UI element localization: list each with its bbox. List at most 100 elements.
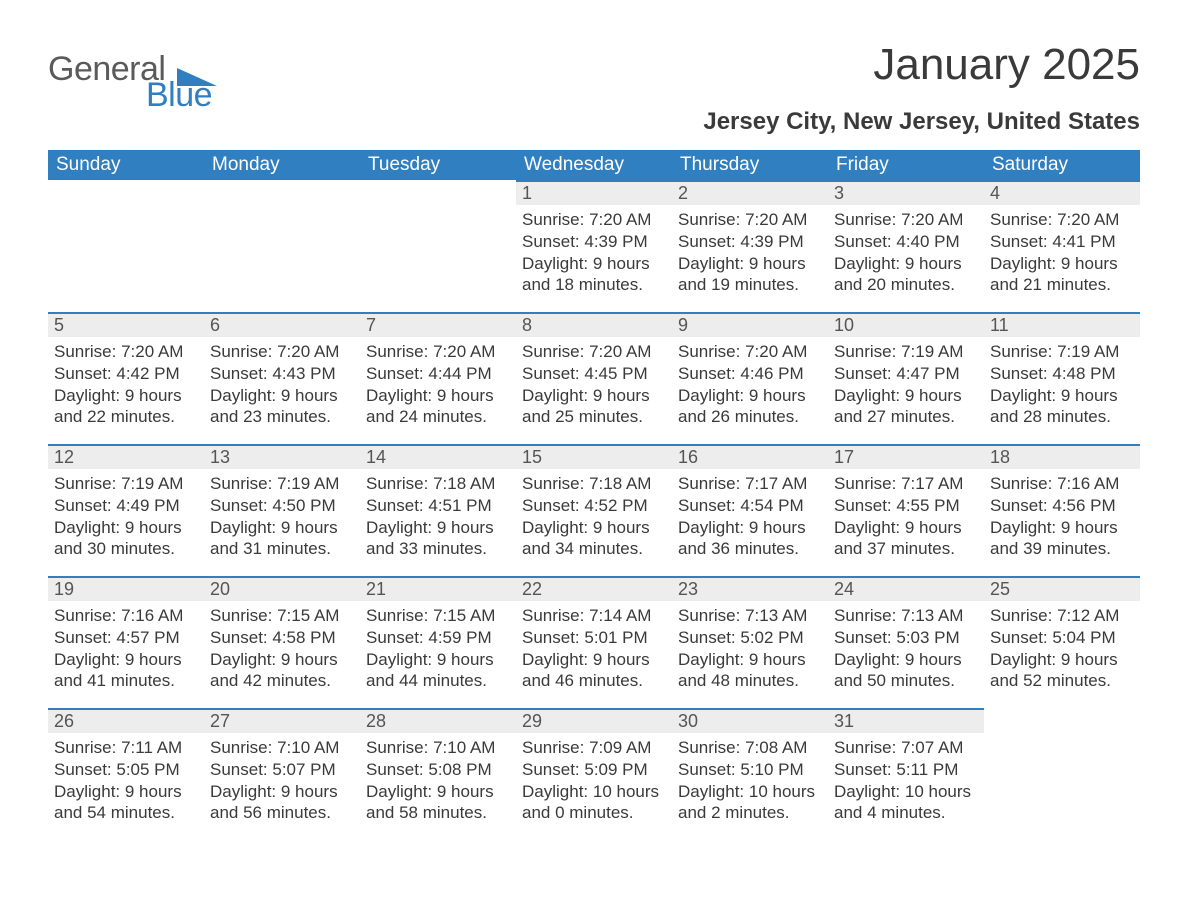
day-number: 24 <box>834 579 854 599</box>
sunrise-line: Sunrise: 7:19 AM <box>990 341 1134 363</box>
day-body: Sunrise: 7:12 AMSunset: 5:04 PMDaylight:… <box>984 601 1140 698</box>
sunset-line: Sunset: 4:44 PM <box>366 363 510 385</box>
day-number-bar: 20 <box>204 576 360 601</box>
sunrise-line: Sunrise: 7:19 AM <box>210 473 354 495</box>
day-number: 2 <box>678 183 688 203</box>
title-block: January 2025 Jersey City, New Jersey, Un… <box>703 40 1140 146</box>
calendar-day-cell: 29Sunrise: 7:09 AMSunset: 5:09 PMDayligh… <box>516 708 672 840</box>
sunset-line: Sunset: 5:09 PM <box>522 759 666 781</box>
sunrise-line: Sunrise: 7:16 AM <box>990 473 1134 495</box>
daylight-line: Daylight: 9 hours and 27 minutes. <box>834 385 978 429</box>
day-body: Sunrise: 7:19 AMSunset: 4:48 PMDaylight:… <box>984 337 1140 434</box>
sunrise-line: Sunrise: 7:19 AM <box>54 473 198 495</box>
daylight-line: Daylight: 9 hours and 42 minutes. <box>210 649 354 693</box>
day-body: Sunrise: 7:13 AMSunset: 5:02 PMDaylight:… <box>672 601 828 698</box>
sunrise-line: Sunrise: 7:15 AM <box>366 605 510 627</box>
sunset-line: Sunset: 4:46 PM <box>678 363 822 385</box>
logo: General Blue <box>48 40 217 112</box>
day-number-bar: 24 <box>828 576 984 601</box>
calendar-day-cell: 10Sunrise: 7:19 AMSunset: 4:47 PMDayligh… <box>828 312 984 444</box>
day-number: 11 <box>990 315 1009 335</box>
weekday-header-row: Sunday Monday Tuesday Wednesday Thursday… <box>48 150 1140 180</box>
sunset-line: Sunset: 4:43 PM <box>210 363 354 385</box>
sunrise-line: Sunrise: 7:18 AM <box>366 473 510 495</box>
calendar-day-cell: 1Sunrise: 7:20 AMSunset: 4:39 PMDaylight… <box>516 180 672 312</box>
daylight-line: Daylight: 10 hours and 4 minutes. <box>834 781 978 825</box>
daylight-line: Daylight: 9 hours and 54 minutes. <box>54 781 198 825</box>
day-number: 4 <box>990 183 1000 203</box>
calendar-day-cell: 14Sunrise: 7:18 AMSunset: 4:51 PMDayligh… <box>360 444 516 576</box>
daylight-line: Daylight: 9 hours and 34 minutes. <box>522 517 666 561</box>
sunset-line: Sunset: 5:08 PM <box>366 759 510 781</box>
day-number: 17 <box>834 447 854 467</box>
day-number: 5 <box>54 315 64 335</box>
calendar-week-row: 12Sunrise: 7:19 AMSunset: 4:49 PMDayligh… <box>48 444 1140 576</box>
day-number: 18 <box>990 447 1010 467</box>
sunset-line: Sunset: 4:56 PM <box>990 495 1134 517</box>
day-number: 15 <box>522 447 542 467</box>
sunrise-line: Sunrise: 7:13 AM <box>834 605 978 627</box>
day-number-bar: 10 <box>828 312 984 337</box>
calendar-day-cell: 19Sunrise: 7:16 AMSunset: 4:57 PMDayligh… <box>48 576 204 708</box>
weekday-header: Tuesday <box>360 150 516 180</box>
weekday-header: Friday <box>828 150 984 180</box>
header: General Blue January 2025 Jersey City, N… <box>48 40 1140 146</box>
day-body: Sunrise: 7:10 AMSunset: 5:07 PMDaylight:… <box>204 733 360 830</box>
daylight-line: Daylight: 9 hours and 48 minutes. <box>678 649 822 693</box>
day-number: 22 <box>522 579 542 599</box>
day-body: Sunrise: 7:15 AMSunset: 4:58 PMDaylight:… <box>204 601 360 698</box>
sunrise-line: Sunrise: 7:15 AM <box>210 605 354 627</box>
day-body: Sunrise: 7:08 AMSunset: 5:10 PMDaylight:… <box>672 733 828 830</box>
sunset-line: Sunset: 4:42 PM <box>54 363 198 385</box>
day-number-bar: 29 <box>516 708 672 733</box>
sunset-line: Sunset: 4:54 PM <box>678 495 822 517</box>
sunrise-line: Sunrise: 7:08 AM <box>678 737 822 759</box>
sunrise-line: Sunrise: 7:16 AM <box>54 605 198 627</box>
day-number: 6 <box>210 315 220 335</box>
day-body: Sunrise: 7:07 AMSunset: 5:11 PMDaylight:… <box>828 733 984 830</box>
daylight-line: Daylight: 9 hours and 21 minutes. <box>990 253 1134 297</box>
day-number: 13 <box>210 447 230 467</box>
day-number: 20 <box>210 579 230 599</box>
sunset-line: Sunset: 4:50 PM <box>210 495 354 517</box>
day-number-bar: 19 <box>48 576 204 601</box>
day-number: 8 <box>522 315 532 335</box>
daylight-line: Daylight: 9 hours and 24 minutes. <box>366 385 510 429</box>
weekday-header: Wednesday <box>516 150 672 180</box>
day-number-bar: 8 <box>516 312 672 337</box>
logo-word2: Blue <box>146 78 217 112</box>
day-body: Sunrise: 7:20 AMSunset: 4:44 PMDaylight:… <box>360 337 516 434</box>
day-number: 31 <box>834 711 854 731</box>
month-title: January 2025 <box>703 40 1140 90</box>
sunrise-line: Sunrise: 7:17 AM <box>834 473 978 495</box>
daylight-line: Daylight: 9 hours and 28 minutes. <box>990 385 1134 429</box>
sunset-line: Sunset: 5:01 PM <box>522 627 666 649</box>
day-number: 27 <box>210 711 230 731</box>
day-body: Sunrise: 7:20 AMSunset: 4:43 PMDaylight:… <box>204 337 360 434</box>
day-number-bar: 27 <box>204 708 360 733</box>
day-number-bar: 14 <box>360 444 516 469</box>
calendar-day-cell: 18Sunrise: 7:16 AMSunset: 4:56 PMDayligh… <box>984 444 1140 576</box>
calendar-day-cell: 26Sunrise: 7:11 AMSunset: 5:05 PMDayligh… <box>48 708 204 840</box>
sunset-line: Sunset: 4:52 PM <box>522 495 666 517</box>
calendar-day-cell: . <box>360 180 516 312</box>
sunset-line: Sunset: 4:39 PM <box>678 231 822 253</box>
sunrise-line: Sunrise: 7:20 AM <box>678 209 822 231</box>
sunrise-line: Sunrise: 7:18 AM <box>522 473 666 495</box>
calendar-day-cell: . <box>204 180 360 312</box>
day-number: 19 <box>54 579 74 599</box>
daylight-line: Daylight: 9 hours and 33 minutes. <box>366 517 510 561</box>
day-number-bar: . <box>984 708 1140 731</box>
calendar-day-cell: . <box>984 708 1140 840</box>
calendar-day-cell: 12Sunrise: 7:19 AMSunset: 4:49 PMDayligh… <box>48 444 204 576</box>
sunset-line: Sunset: 4:49 PM <box>54 495 198 517</box>
sunrise-line: Sunrise: 7:09 AM <box>522 737 666 759</box>
daylight-line: Daylight: 10 hours and 2 minutes. <box>678 781 822 825</box>
day-body: Sunrise: 7:16 AMSunset: 4:56 PMDaylight:… <box>984 469 1140 566</box>
day-body: Sunrise: 7:17 AMSunset: 4:54 PMDaylight:… <box>672 469 828 566</box>
daylight-line: Daylight: 9 hours and 19 minutes. <box>678 253 822 297</box>
calendar-day-cell: 9Sunrise: 7:20 AMSunset: 4:46 PMDaylight… <box>672 312 828 444</box>
sunrise-line: Sunrise: 7:20 AM <box>990 209 1134 231</box>
calendar-day-cell: 17Sunrise: 7:17 AMSunset: 4:55 PMDayligh… <box>828 444 984 576</box>
calendar-day-cell: 20Sunrise: 7:15 AMSunset: 4:58 PMDayligh… <box>204 576 360 708</box>
